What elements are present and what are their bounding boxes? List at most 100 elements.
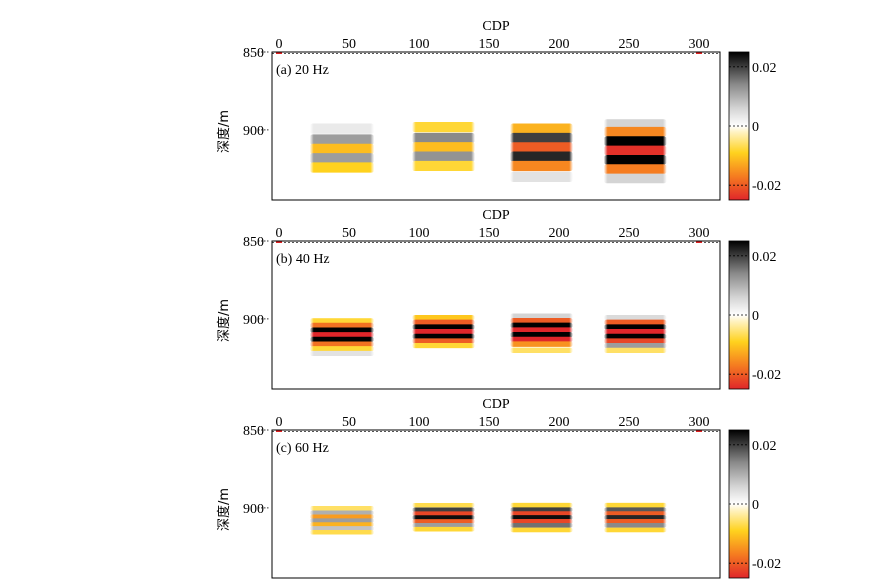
reflector-layer	[510, 318, 573, 324]
x-tick-label: 250	[619, 226, 640, 241]
reflector-layer	[309, 332, 375, 338]
reflector-layer	[510, 341, 573, 347]
reflector-layer	[510, 171, 573, 183]
reflector-layer	[412, 519, 475, 524]
reflector-block-1	[412, 121, 475, 172]
reflector-block-1	[412, 315, 475, 349]
reflector-layer	[510, 511, 573, 517]
reflector-layer	[510, 142, 573, 153]
x-tick-label: 250	[619, 415, 640, 430]
colorbar-tick-label: -0.02	[752, 179, 781, 194]
reflector-layer	[412, 132, 475, 144]
panel-2: 0 50 100 150 200 250 300 CDP 850 900 深度/m (c) 60 Hz…	[216, 397, 781, 579]
reflector-layer	[603, 527, 667, 533]
reflector-layer	[412, 502, 475, 508]
reflector-block-3	[603, 315, 667, 353]
y-tick-label: 900	[243, 502, 264, 517]
reflector-layer	[510, 322, 573, 329]
reflector-layer	[510, 347, 573, 354]
reflector-layer	[412, 151, 475, 162]
reflector-layer	[510, 160, 573, 172]
colorbar-tick-label: 0.02	[752, 61, 777, 76]
colorbar: 0.02 0 -0.02	[728, 240, 781, 390]
reflector-layer	[603, 164, 667, 174]
y-axis-title: 深度/m	[216, 488, 232, 531]
reflector-layer	[603, 347, 667, 353]
panel-title: (c) 60 Hz	[276, 441, 329, 456]
x-tick-label: 100	[409, 37, 430, 52]
reflector-layer	[309, 162, 375, 173]
reflector-layer	[309, 341, 375, 347]
y-tick-label: 850	[243, 424, 264, 439]
source-marker	[276, 241, 282, 243]
reflector-layer	[309, 505, 375, 511]
reflector-layer	[603, 511, 667, 517]
reflector-layer	[510, 327, 573, 333]
x-tick-label: 50	[342, 226, 356, 241]
source-marker	[696, 52, 702, 54]
reflector-block-1	[412, 502, 475, 532]
panel-title: (a) 20 Hz	[276, 63, 329, 78]
x-tick-label: 100	[409, 226, 430, 241]
colorbar-tick-label: 0.02	[752, 250, 777, 265]
reflector-layer	[603, 507, 667, 513]
panel-1: 0 50 100 150 200 250 300 CDP 850 900 深度/m (b) 40 Hz…	[216, 208, 781, 390]
x-tick-label: 150	[479, 226, 500, 241]
plot-frame	[271, 240, 721, 390]
reflector-block-2	[510, 502, 573, 533]
reflector-layer	[309, 322, 375, 329]
panel-title: (b) 40 Hz	[276, 252, 330, 267]
reflector-layer	[412, 160, 475, 172]
y-axis-title: 深度/m	[216, 299, 232, 342]
reflector-layer	[510, 336, 573, 343]
y-axis-title: 深度/m	[216, 110, 232, 153]
reflector-block-2	[510, 313, 573, 354]
reflector-layer	[309, 153, 375, 164]
colorbar-tick-label: 0.02	[752, 439, 777, 454]
x-axis-title: CDP	[482, 397, 509, 412]
reflector-layer	[603, 519, 667, 524]
x-tick-label: 300	[689, 37, 710, 52]
y-tick-label: 850	[243, 46, 264, 61]
reflector-layer	[309, 350, 375, 357]
colorbar: 0.02 0 -0.02	[728, 429, 781, 579]
reflector-layer	[603, 154, 667, 165]
reflector-layer	[309, 526, 375, 531]
reflector-layer	[510, 151, 573, 162]
reflector-block-0	[309, 123, 375, 173]
reflector-layer	[603, 119, 667, 129]
reflector-layer	[412, 319, 475, 325]
x-tick-label: 300	[689, 226, 710, 241]
reflector-layer	[603, 333, 667, 339]
plot-frame	[271, 429, 721, 579]
x-tick-label: 250	[619, 37, 640, 52]
reflector-layer	[603, 522, 667, 528]
x-tick-label: 200	[549, 226, 570, 241]
reflector-layer	[309, 522, 375, 527]
reflector-layer	[603, 319, 667, 325]
x-tick-label: 0	[276, 37, 283, 52]
x-tick-label: 150	[479, 415, 500, 430]
reflector-layer	[309, 143, 375, 155]
x-tick-label: 200	[549, 415, 570, 430]
reflector-layer	[309, 318, 375, 324]
reflector-layer	[412, 324, 475, 330]
x-tick-label: 50	[342, 415, 356, 430]
reflector-layer	[309, 514, 375, 520]
reflector-layer	[412, 121, 475, 133]
reflector-layer	[412, 507, 475, 513]
source-marker	[276, 52, 282, 54]
x-tick-label: 300	[689, 415, 710, 430]
reflector-layer	[603, 338, 667, 344]
reflector-layer	[412, 515, 475, 520]
reflector-layer	[412, 338, 475, 344]
reflector-layer	[603, 502, 667, 508]
reflector-layer	[603, 145, 667, 156]
reflector-layer	[510, 123, 573, 134]
x-axis-title: CDP	[482, 19, 509, 34]
reflector-layer	[603, 126, 667, 137]
source-marker	[696, 241, 702, 243]
reflector-layer	[510, 132, 573, 144]
reflector-layer	[412, 343, 475, 349]
reflector-layer	[309, 530, 375, 535]
